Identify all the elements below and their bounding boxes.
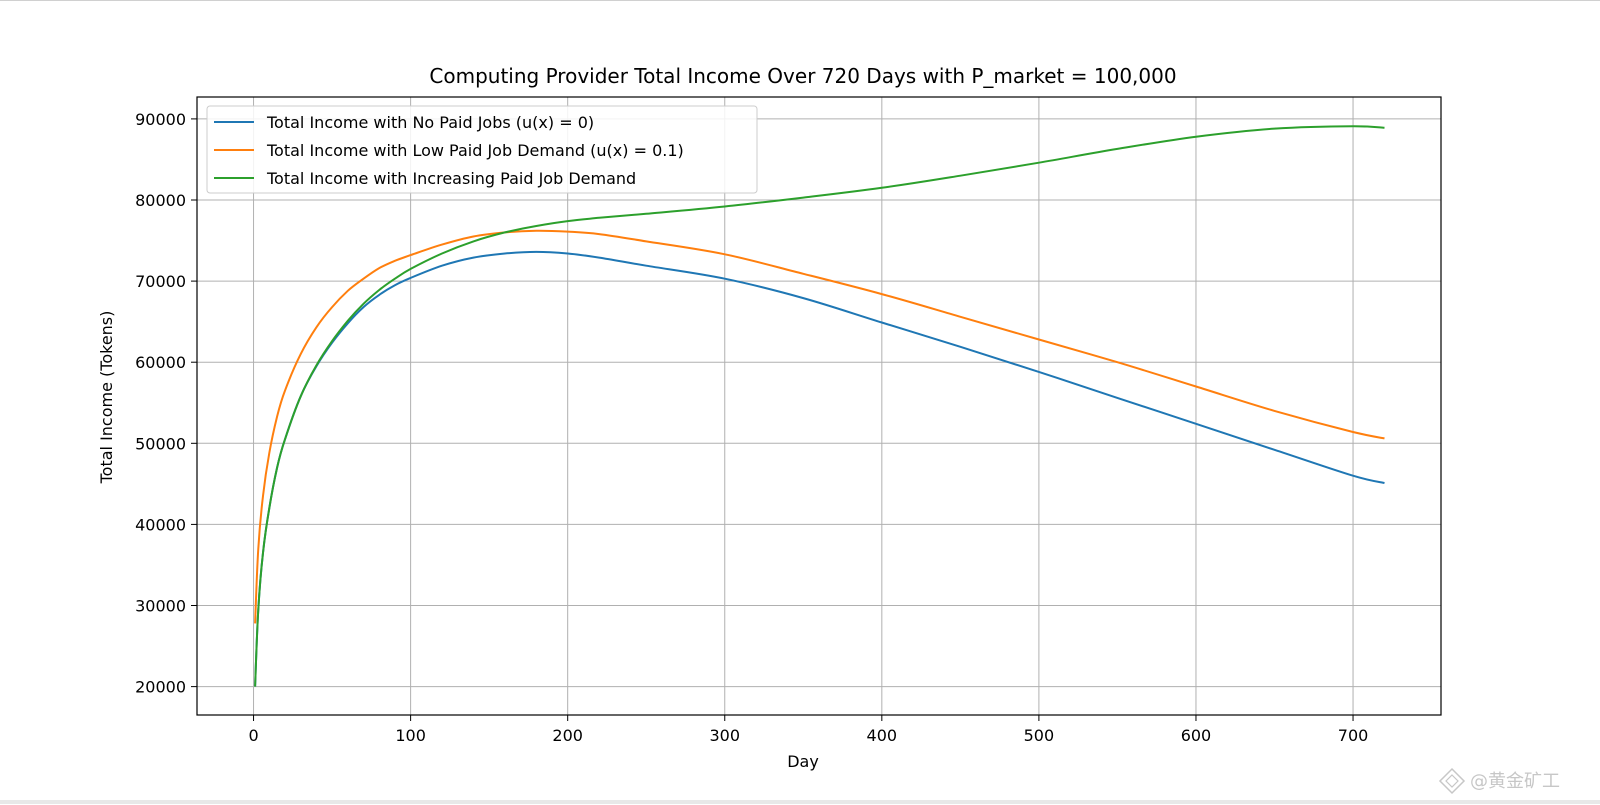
- x-tick-label: 600: [1181, 726, 1212, 745]
- legend-label-low-paid-demand: Total Income with Low Paid Job Demand (u…: [266, 141, 684, 160]
- y-tick-label: 60000: [135, 353, 186, 372]
- series-line-no-paid-jobs: [254, 250, 1385, 687]
- x-tick-label: 500: [1024, 726, 1055, 745]
- grid-lines: [197, 97, 1441, 715]
- x-axis-label: Day: [787, 752, 819, 771]
- x-axis-ticks: 0 100 200 300 400 500 600 700: [248, 715, 1368, 745]
- y-tick-label: 70000: [135, 272, 186, 291]
- x-tick-label: 700: [1338, 726, 1369, 745]
- series-line-increasing-demand: [254, 125, 1385, 687]
- plot-area: [196, 96, 1442, 716]
- diamond-logo-icon: [1438, 767, 1466, 795]
- y-tick-label: 40000: [135, 515, 186, 534]
- y-axis-ticks: 20000 30000 40000 50000 60000 70000 80000 90000: [135, 110, 197, 697]
- y-tick-label: 80000: [135, 191, 186, 210]
- legend-label-increasing-demand: Total Income with Increasing Paid Job De…: [266, 169, 636, 188]
- watermark: @黄金矿工: [1438, 767, 1560, 795]
- y-tick-label: 90000: [135, 110, 186, 129]
- legend-box: [206, 105, 758, 194]
- series-line-low-paid-demand: [254, 229, 1385, 624]
- y-axis-label: Total Income (Tokens): [97, 311, 116, 485]
- legend: Total Income with No Paid Jobs (u(x) = 0…: [206, 105, 758, 194]
- legend-label-no-paid-jobs: Total Income with No Paid Jobs (u(x) = 0…: [266, 113, 594, 132]
- x-tick-label: 300: [709, 726, 740, 745]
- x-tick-label: 0: [248, 726, 258, 745]
- y-tick-label: 30000: [135, 597, 186, 616]
- x-tick-label: 400: [867, 726, 898, 745]
- x-tick-label: 100: [395, 726, 426, 745]
- x-tick-label: 200: [552, 726, 583, 745]
- y-tick-label: 50000: [135, 434, 186, 453]
- chart-title: Computing Provider Total Income Over 720…: [429, 64, 1176, 88]
- watermark-text: @黄金矿工: [1470, 771, 1560, 792]
- series-lines: [254, 125, 1385, 687]
- y-tick-label: 20000: [135, 678, 186, 697]
